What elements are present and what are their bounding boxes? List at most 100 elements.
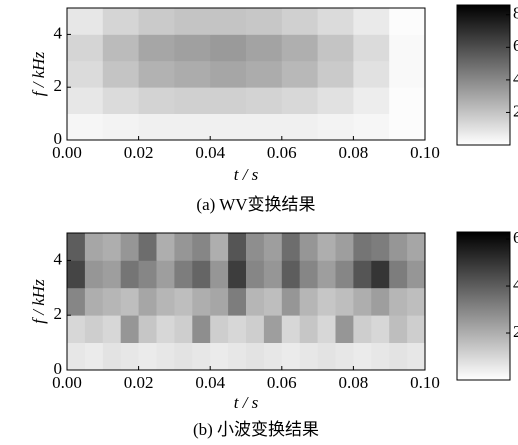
x-tick-label: 0.10 [410, 143, 440, 162]
heat-cell [407, 342, 426, 371]
heat-cell [407, 287, 426, 316]
heat-cell [246, 315, 265, 343]
heat-cell [371, 233, 390, 261]
heat-cell [192, 315, 211, 343]
heat-cell [102, 113, 139, 141]
heat-cell [371, 260, 390, 289]
heat-cell [138, 315, 157, 343]
heat-cell [84, 233, 104, 261]
heat-cell [174, 260, 193, 289]
colorbar-tick-label: 6 [513, 36, 518, 55]
heat-cell [67, 60, 104, 88]
heat-cell [281, 233, 301, 261]
heat-cell [263, 260, 283, 289]
heat-cell [389, 113, 426, 141]
heat-cell [389, 60, 426, 88]
heat-cell [389, 315, 408, 343]
heat-cell [138, 260, 157, 289]
heat-cell [299, 315, 318, 343]
heat-cell [228, 342, 247, 371]
heat-cell [138, 8, 175, 35]
heat-cell [67, 287, 86, 316]
heat-cell [67, 113, 104, 141]
heat-cell [407, 233, 426, 261]
heat-cell [102, 34, 139, 62]
heat-cell [192, 233, 211, 261]
heat-cell [228, 260, 247, 289]
heat-cell [281, 342, 301, 371]
heat-cell [317, 60, 354, 88]
y-axis-label: f / kHz [29, 51, 48, 96]
heat-cell [353, 113, 390, 141]
heat-cell [120, 287, 139, 316]
heat-cell [246, 87, 283, 114]
y-tick-label: 4 [54, 249, 63, 268]
heat-cell [210, 233, 229, 261]
heat-cell [84, 260, 104, 289]
heat-cell [335, 315, 354, 343]
colorbar-tick-label: 6 [513, 228, 518, 247]
heat-cell [389, 233, 408, 261]
heat-cell [246, 113, 283, 141]
x-tick-label: 0.02 [124, 373, 154, 392]
heat-cell [317, 113, 354, 141]
heat-cell [102, 60, 139, 88]
heat-cell [317, 34, 354, 62]
heat-cell [102, 87, 139, 114]
heat-cell [335, 260, 354, 289]
heat-cell [228, 315, 247, 343]
heat-cell [156, 342, 175, 371]
heat-cell [389, 342, 408, 371]
heat-cell [353, 260, 372, 289]
heat-cell [120, 260, 139, 289]
heat-cell [102, 260, 122, 289]
heat-cell [102, 342, 122, 371]
heat-cell [317, 342, 336, 371]
heat-cell [353, 87, 390, 114]
heat-cell [353, 315, 372, 343]
heat-cell [156, 287, 175, 316]
heat-cell [192, 260, 211, 289]
heat-cell [138, 342, 157, 371]
heat-cell [263, 287, 283, 316]
x-tick-label: 0.04 [195, 143, 225, 162]
caption: (a) WV变换结果 [196, 195, 315, 214]
heat-cell [246, 260, 265, 289]
heat-cell [84, 315, 104, 343]
heat-cell [67, 34, 104, 62]
heat-cell [138, 113, 175, 141]
plot-frame [66, 232, 426, 371]
heat-cell [174, 87, 211, 114]
heat-cell [102, 287, 122, 316]
x-tick-label: 0.04 [195, 373, 225, 392]
heat-cell [263, 315, 283, 343]
heat-cell [174, 113, 211, 141]
heat-cell [353, 287, 372, 316]
heat-cell [353, 342, 372, 371]
heat-cell [67, 233, 86, 261]
heat-cell [407, 315, 426, 343]
heat-cell [192, 342, 211, 371]
heat-cell [299, 260, 318, 289]
heat-cell [317, 233, 336, 261]
colorbar [456, 231, 511, 381]
x-tick-label: 0.08 [339, 143, 369, 162]
heat-cell [281, 287, 301, 316]
heat-cell [371, 342, 390, 371]
y-tick-label: 0 [54, 129, 63, 148]
x-tick-label: 0.00 [52, 143, 82, 162]
heat-cell [67, 315, 86, 343]
heat-cell [102, 8, 139, 35]
heat-cell [174, 233, 193, 261]
heat-cell [67, 8, 104, 35]
heat-cell [228, 233, 247, 261]
heat-cell [353, 8, 390, 35]
heat-cell [317, 315, 336, 343]
heat-cell [174, 8, 211, 35]
heat-cell [281, 60, 318, 88]
heat-cell [246, 233, 265, 261]
heat-cell [246, 60, 283, 88]
heat-cell [281, 260, 301, 289]
heat-cell [174, 287, 193, 316]
heat-cell [138, 60, 175, 88]
